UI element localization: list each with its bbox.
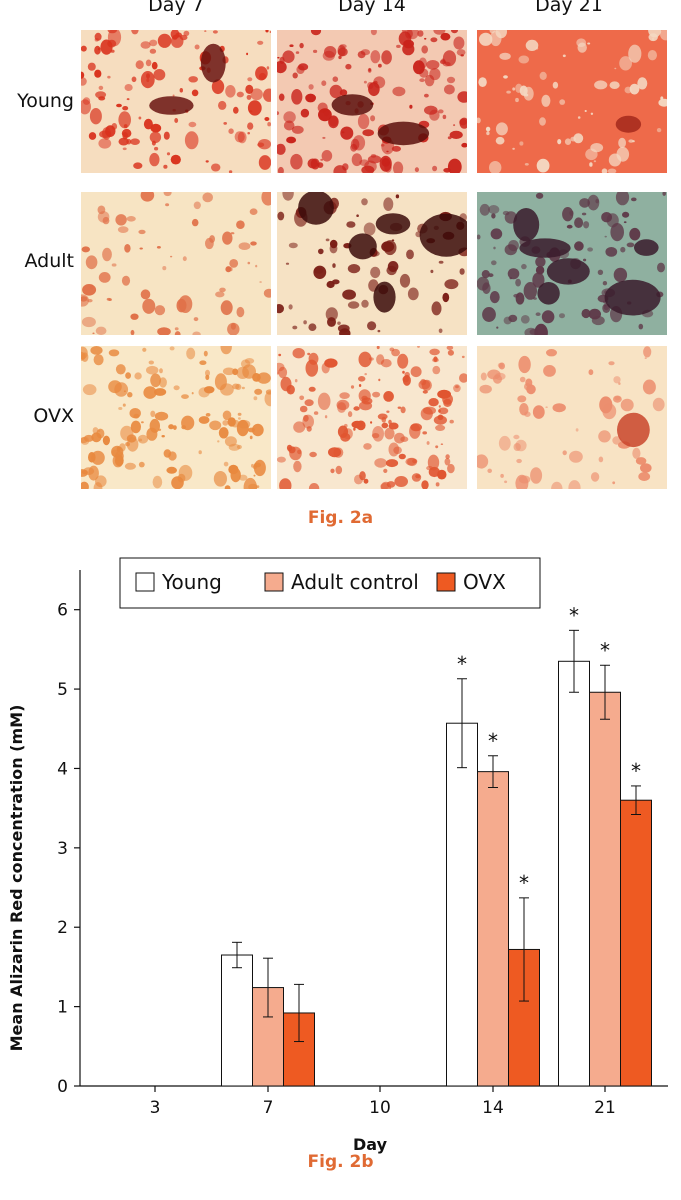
column-header-day21: Day 21 [535,0,603,16]
column-header-day14: Day 14 [338,0,406,16]
significance-marker: * [457,652,467,676]
micrograph-young-day21 [477,30,667,173]
micrograph-young-day7 [81,30,271,173]
legend-label: Adult control [291,570,419,594]
bar [477,771,509,1087]
y-tick-label: 4 [57,759,68,779]
bar [620,799,652,1087]
micrograph-adult-day7 [81,192,271,335]
bar [589,691,621,1087]
y-tick-label: 0 [57,1077,68,1097]
row-header-adult: Adult [24,250,75,272]
x-tick-label: 10 [369,1098,391,1118]
bar [446,722,478,1087]
row-header-ovx: OVX [33,405,74,427]
micrograph-adult-day21 [477,192,667,335]
y-axis-label: Mean Alizarin Red concentration (mM) [7,705,26,1052]
x-tick-label: 14 [482,1098,504,1118]
x-axis-label: Day [353,1135,388,1154]
legend-label: Young [161,570,222,594]
y-tick-label: 3 [57,839,68,859]
column-header-day7: Day 7 [148,0,204,16]
significance-marker: * [488,729,498,753]
figure-2b-caption: Fig. 2b [307,1152,374,1172]
micrograph-ovx-day14 [277,346,467,489]
legend-swatch [436,572,456,592]
significance-marker: * [569,603,579,627]
row-header-young: Young [17,90,74,112]
y-tick-label: 6 [57,601,68,621]
chart-legend: Young Adult control OVX [119,557,541,609]
significance-marker: * [519,871,529,895]
micrograph-adult-day14 [277,192,467,335]
legend-swatch [135,572,155,592]
x-tick-label: 21 [594,1098,616,1118]
bar [558,660,590,1087]
significance-marker: * [631,759,641,783]
y-tick-label: 1 [57,998,68,1018]
micrograph-ovx-day7 [81,346,271,489]
significance-marker: * [600,638,610,662]
legend-box [119,557,541,609]
legend-swatch [264,572,284,592]
legend-label: OVX [463,570,506,594]
figure-2a-caption: Fig. 2a [307,508,374,528]
x-tick-label: 7 [263,1098,274,1118]
chart-bars: * * * * * * [221,603,652,1087]
micrograph-ovx-day21 [477,346,667,489]
alizarin-red-bar-chart: 0 1 2 3 4 5 6 3 7 10 14 21 * * * * * * Young Adult contro… [7,557,668,1154]
y-tick-label: 5 [57,680,68,700]
bar [221,954,253,1087]
micrograph-young-day14 [277,30,467,173]
x-tick-label: 3 [150,1098,161,1118]
y-tick-label: 2 [57,918,68,938]
